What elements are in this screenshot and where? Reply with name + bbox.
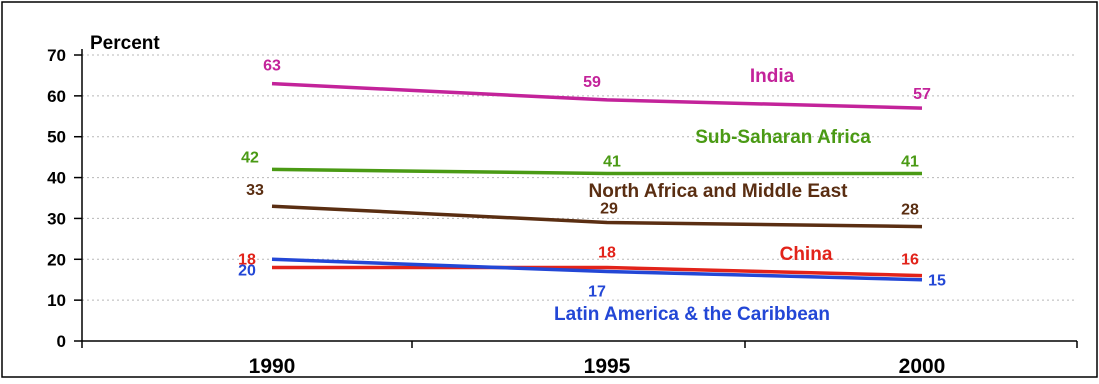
data-label: 28 <box>901 202 919 219</box>
y-tick-label: 40 <box>47 169 66 188</box>
y-tick-label: 10 <box>47 291 66 310</box>
axes: 0 10 20 30 40 50 60 70 1990 1995 2000 <box>47 46 1078 378</box>
x-tick-label: 1990 <box>249 355 296 378</box>
series-name-label: Latin America & the Caribbean <box>554 304 830 325</box>
data-label: 20 <box>238 262 256 279</box>
data-label: 18 <box>238 251 256 268</box>
gridlines <box>82 54 1077 301</box>
data-label: 42 <box>241 149 259 166</box>
series-name-label: Sub-Saharan Africa <box>695 127 871 148</box>
series-name-label: China <box>780 244 833 265</box>
series-line <box>272 265 923 278</box>
series-lines <box>271 81 923 282</box>
series-name-label: North Africa and Middle East <box>589 181 849 202</box>
series-line <box>271 81 923 110</box>
series-line <box>271 167 922 176</box>
data-label: 16 <box>901 252 919 269</box>
x-tick-label: 2000 <box>899 355 946 378</box>
y-axis-title: Percent <box>90 33 160 54</box>
series-line <box>271 257 923 282</box>
data-label: 41 <box>603 153 621 170</box>
series-name-label: India <box>750 66 795 87</box>
x-tick-label: 1995 <box>584 355 631 378</box>
y-tick-label: 60 <box>47 87 66 106</box>
y-tick-label: 70 <box>47 46 66 65</box>
data-label: 63 <box>263 58 281 75</box>
data-label: 33 <box>246 182 264 199</box>
data-label: 17 <box>588 284 606 301</box>
chart-border <box>1 1 1098 378</box>
data-label: 41 <box>901 153 919 170</box>
data-label: 29 <box>600 201 618 218</box>
labels: 63 59 57 42 41 41 33 29 28 18 18 16 20 17 15 India Sub-S… <box>238 58 946 325</box>
y-tick-label: 20 <box>47 250 66 269</box>
data-label: 18 <box>598 244 616 261</box>
y-tick-label: 30 <box>47 209 66 228</box>
data-label: 59 <box>583 74 601 91</box>
y-tick-label: 50 <box>47 128 66 147</box>
y-tick-label: 0 <box>57 332 66 351</box>
data-label: 15 <box>928 273 946 290</box>
series-line <box>271 204 923 229</box>
data-label: 57 <box>913 86 931 103</box>
